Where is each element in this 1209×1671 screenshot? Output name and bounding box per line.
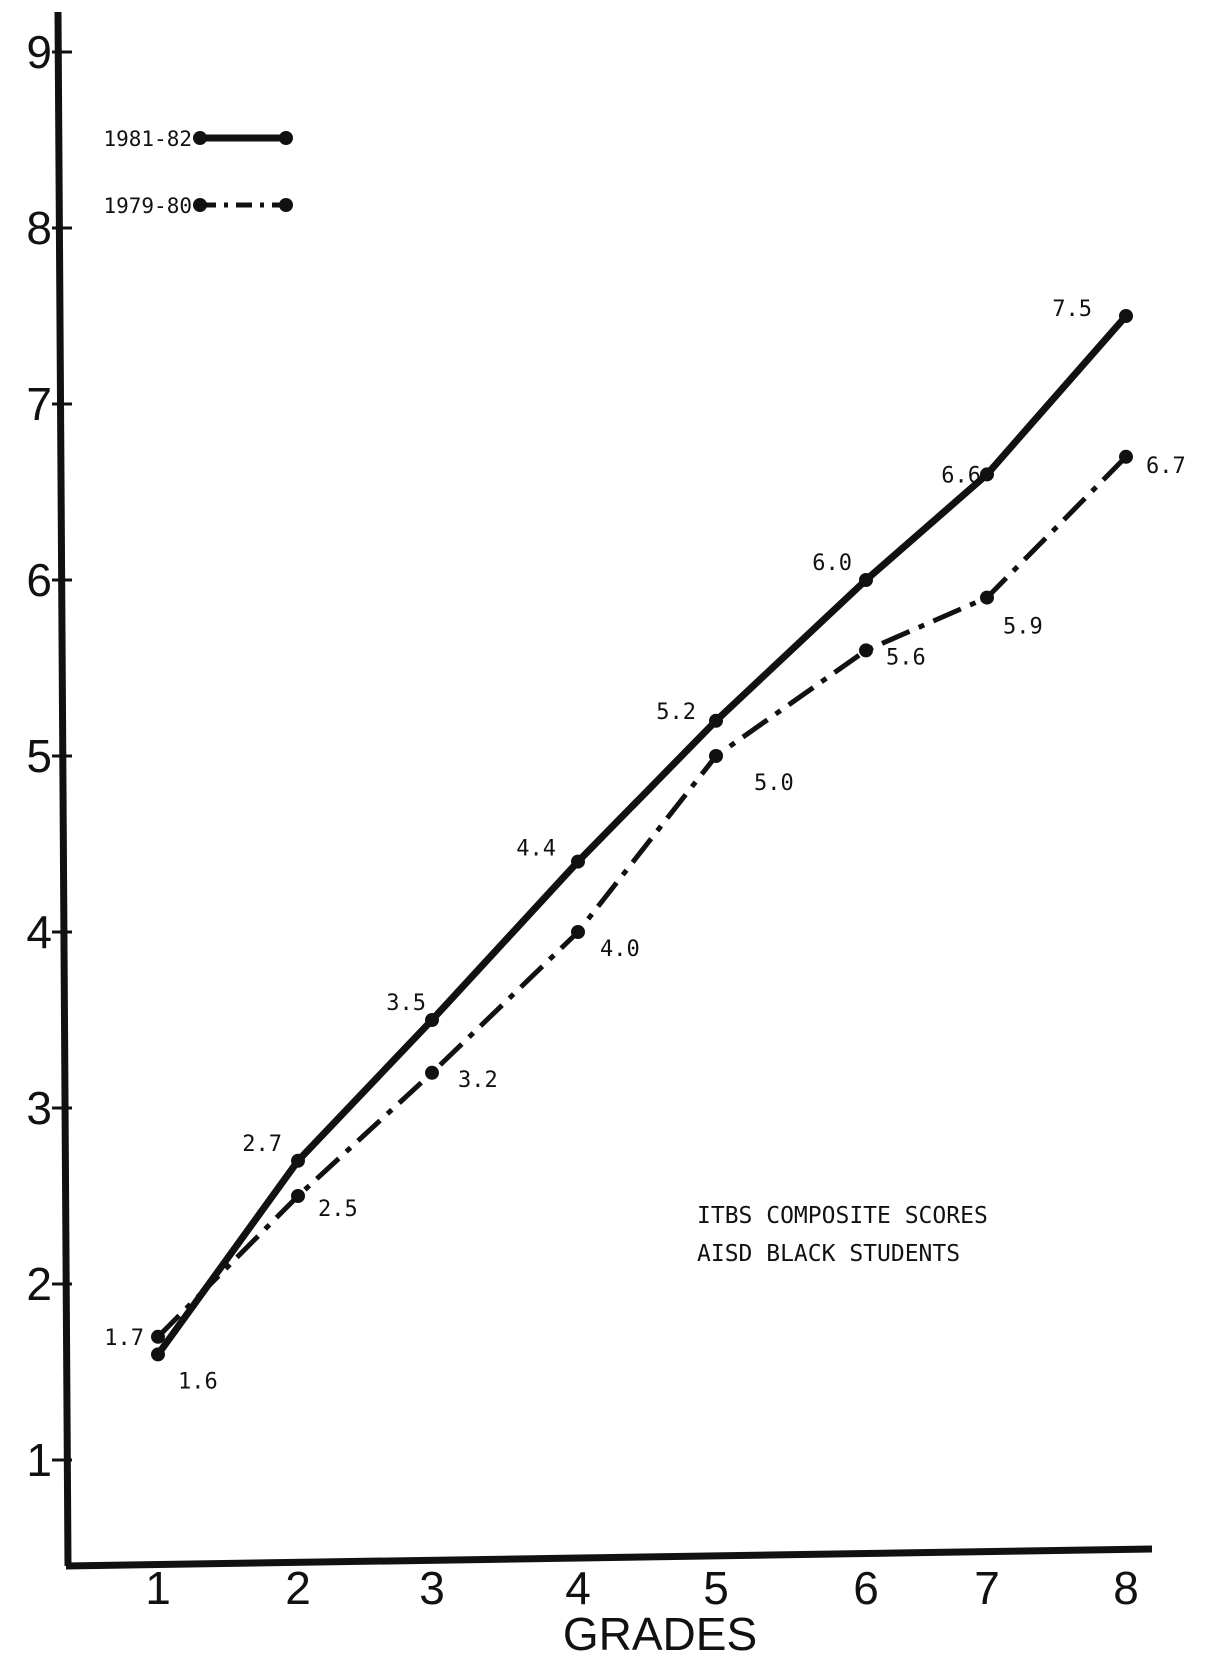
data-point bbox=[859, 573, 873, 587]
x-tick-label: 4 bbox=[565, 1562, 591, 1614]
x-tick-label: 1 bbox=[145, 1562, 171, 1614]
x-tick-label: 3 bbox=[419, 1562, 445, 1614]
y-tick-label: 7 bbox=[26, 378, 52, 430]
x-tick-label: 5 bbox=[703, 1562, 729, 1614]
x-axis-line bbox=[65, 1545, 1153, 1570]
legend: 1981-82 1979-80 bbox=[103, 127, 293, 218]
data-point bbox=[980, 590, 994, 605]
y-tick-label: 4 bbox=[26, 906, 52, 958]
data-point bbox=[151, 1329, 165, 1344]
data-point bbox=[291, 1189, 305, 1203]
x-axis-label: GRADES bbox=[563, 1608, 757, 1660]
data-label: 5.2 bbox=[656, 700, 696, 725]
axes: 1 2 3 4 5 6 7 8 9 1 2 3 4 5 6 7 8 bbox=[26, 11, 1153, 1614]
labels-layer: 1.6 2.7 3.5 4.4 5.2 6.0 6.6 7.5 1.7 2.5 3.2 4.0 5.0 5… bbox=[104, 297, 1186, 1394]
data-point bbox=[709, 749, 723, 763]
data-label: 5.0 bbox=[754, 771, 794, 796]
data-point bbox=[980, 467, 994, 482]
y-tick-label: 9 bbox=[26, 26, 52, 78]
data-point bbox=[1119, 449, 1133, 464]
data-label: 3.2 bbox=[458, 1068, 498, 1093]
data-label: 6.0 bbox=[812, 551, 852, 576]
legend-marker bbox=[279, 198, 293, 212]
y-tick-label: 6 bbox=[26, 554, 52, 606]
x-tick-label: 8 bbox=[1113, 1562, 1139, 1614]
data-label: 5.6 bbox=[886, 645, 926, 670]
data-point bbox=[151, 1347, 165, 1362]
caption-line-1: ITBS COMPOSITE SCORES bbox=[697, 1203, 988, 1229]
data-label: 1.7 bbox=[104, 1326, 144, 1351]
data-label: 2.5 bbox=[318, 1197, 358, 1222]
y-tick-label: 1 bbox=[26, 1434, 52, 1486]
data-label: 7.5 bbox=[1052, 297, 1092, 322]
legend-marker bbox=[279, 131, 293, 145]
y-tick-label: 2 bbox=[26, 1258, 52, 1310]
data-label: 5.9 bbox=[1003, 615, 1043, 640]
y-tick-label: 5 bbox=[26, 730, 52, 782]
legend-marker bbox=[193, 131, 207, 145]
data-point bbox=[425, 1065, 439, 1080]
y-tick-label: 8 bbox=[26, 202, 52, 254]
data-label: 1.6 bbox=[178, 1369, 218, 1394]
y-axis-line bbox=[54, 11, 72, 1567]
series-layer bbox=[151, 309, 1133, 1362]
data-label: 3.5 bbox=[386, 991, 426, 1016]
data-point bbox=[571, 854, 585, 869]
legend-marker bbox=[193, 198, 207, 212]
legend-label: 1979-80 bbox=[103, 194, 192, 218]
data-label: 4.0 bbox=[600, 937, 640, 962]
data-point bbox=[291, 1153, 305, 1168]
data-point bbox=[571, 925, 585, 939]
x-tick-label: 2 bbox=[285, 1562, 311, 1614]
caption-line-2: AISD BLACK STUDENTS bbox=[697, 1241, 960, 1267]
legend-label: 1981-82 bbox=[103, 127, 192, 151]
data-point bbox=[709, 713, 723, 728]
data-label: 6.6 bbox=[941, 463, 981, 488]
data-label: 6.7 bbox=[1146, 454, 1186, 479]
data-point bbox=[425, 1013, 439, 1027]
data-label: 2.7 bbox=[242, 1132, 282, 1157]
y-tick-label: 3 bbox=[26, 1082, 52, 1134]
data-point bbox=[1119, 309, 1133, 323]
data-point bbox=[859, 643, 873, 658]
x-tick-label: 7 bbox=[974, 1562, 1000, 1614]
series-line-1979-80 bbox=[156, 455, 1128, 1339]
x-tick-label: 6 bbox=[853, 1562, 879, 1614]
data-label: 4.4 bbox=[516, 837, 556, 862]
series-line-1981-82 bbox=[155, 313, 1129, 1357]
